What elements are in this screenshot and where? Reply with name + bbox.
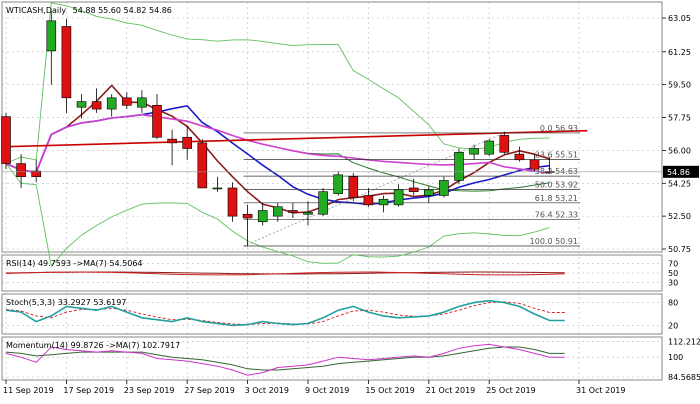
ma-green [5,114,550,192]
current-price-label: 54.86 [667,168,690,177]
axes: 63.05 61.25 59.50 57.75 56.00 54.25 52.50 50.75… [2,14,700,395]
bull-candle [303,212,313,215]
time-tick-label: 31 Oct 2019 [576,386,625,395]
bear-candle [242,213,253,219]
bear-candle [348,176,359,198]
momentum-line [5,343,565,376]
ohlc-label: 54.88 55.60 54.82 54.86 [73,6,172,15]
rsi-line [5,271,565,276]
price-tick-label: 54.25 [668,179,691,188]
rsi-tick-label: 50 [668,269,678,278]
bear-candle [529,159,540,170]
price-tick-label: 57.75 [668,114,691,123]
fib-level-label: 0.0 56.93 [540,124,578,133]
bear-candle [16,163,26,177]
time-tick-label: 23 Sep 2019 [124,386,175,395]
rsi-tick-label: 30 [668,279,678,288]
stoch-main-line [5,299,565,327]
stoch-tick-label: 80 [668,299,678,308]
bear-candle [31,170,42,177]
rsi-tick-label: 70 [668,259,678,268]
bear-candle [61,26,72,99]
time-tick-label: 25 Oct 2019 [486,386,535,395]
time-tick-label: 17 Sep 2019 [63,386,114,395]
fib-level-label: 61.8 53.21 [535,194,578,203]
bull-candle [76,101,87,108]
candlesticks [1,11,555,247]
fib-level-label: 50.0 53.92 [535,180,578,189]
bear-candle [91,101,102,110]
time-tick-label: 15 Oct 2019 [365,386,414,395]
price-tick-label: 56.00 [668,146,691,155]
bear-candle [408,187,419,193]
price-tick-label: 52.50 [668,212,691,221]
time-tick-label: 21 Oct 2019 [426,386,475,395]
momentum-tick-label: 84.5685 [668,373,700,382]
bear-candle [182,136,192,149]
time-tick-label: 3 Oct 2019 [245,386,289,395]
fib-level-label: 23.6 55.51 [535,151,578,160]
fib-level-label: 100.0 50.91 [530,237,578,246]
time-tick-label: 27 Sep 2019 [184,386,235,395]
bull-candle [257,210,268,223]
bull-candle [137,97,147,108]
bull-candle [106,97,117,110]
time-tick-label: 9 Oct 2019 [305,386,349,395]
stoch-panel-frame [1,293,663,335]
bear-candle [363,195,374,206]
fib-level-label: 76.4 52.33 [535,210,578,219]
bear-candle [227,187,238,217]
oscillator-lines [5,271,565,376]
bull-candle [46,20,57,52]
momentum-tick-label: 112.2125 [668,338,700,347]
bear-candle [499,135,510,153]
grid-lines [2,2,662,380]
bull-candle [333,174,344,194]
bear-candle [197,142,208,189]
bollinger-lower [5,163,550,268]
bear-candle [1,116,11,164]
stoch-tick-label: 20 [668,321,678,330]
bull-candle [454,151,464,181]
price-tick-label: 61.25 [668,48,691,57]
bull-candle [469,148,479,155]
bear-candle [514,153,525,161]
momentum-label: Momentum(14) 99.8726 ->MA(7) 102.7917 [6,341,180,350]
momentum-panel-frame [1,336,663,381]
momentum-tick-label: 100 [668,353,683,362]
price-tick-label: 59.50 [668,81,691,90]
ma-red [5,129,588,148]
price-tick-label: 63.05 [668,14,691,23]
stoch-label: Stoch(5,3,3) 33.2927 53.6197 [6,298,126,307]
bollinger-upper [5,2,550,164]
bull-candle [423,189,434,196]
bear-candle [152,105,162,138]
current-price-box [663,165,699,178]
bull-candle [318,191,328,215]
bull-candle [439,180,449,196]
bear-candle [288,210,298,213]
bull-candle [378,198,389,206]
chart-header: WTICASH,Daily 54.88 55.60 54.82 54.86 [6,6,172,15]
bear-candle [167,138,177,144]
price-tick-label: 50.75 [668,245,691,254]
symbol-label: WTICASH,Daily [6,6,66,15]
bull-candle [393,189,404,206]
bull-candle [272,206,283,217]
bear-candle [122,97,132,106]
fib-trend-line [243,132,505,247]
rsi-label: RSI(14) 49.7593 ->MA(7) 54.5064 [6,259,143,268]
indicator-overlays [5,2,588,268]
bull-candle [484,140,495,155]
time-tick-label: 11 Sep 2019 [3,386,54,395]
bull-candle [212,187,223,190]
